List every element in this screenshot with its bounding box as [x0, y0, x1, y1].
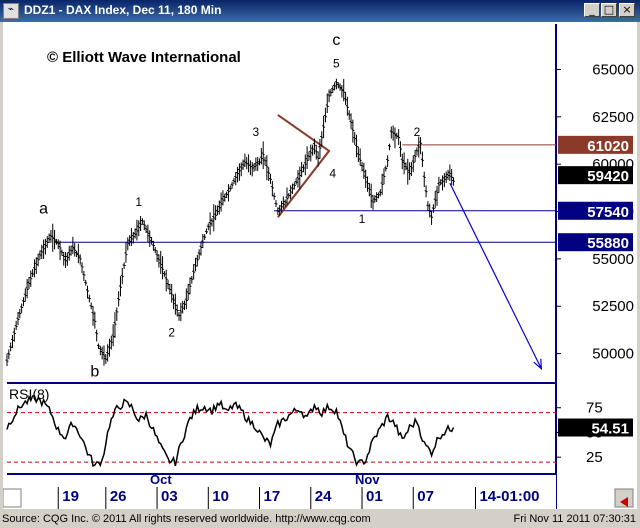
- last-price-badge: [558, 166, 633, 185]
- wave-label: b: [90, 363, 99, 380]
- wave-label: 5: [333, 57, 340, 71]
- scroll-arrow-icon: [620, 497, 628, 507]
- level-badge-label: 61020: [587, 138, 629, 155]
- wave-label: c: [332, 32, 340, 49]
- date-tick-label: 14-01:00: [479, 488, 539, 505]
- price-tick-label: 52500: [592, 298, 634, 315]
- month-label: Nov: [355, 472, 380, 487]
- date-tick-label: 24: [315, 488, 332, 505]
- chart-icon[interactable]: ⌁: [3, 3, 19, 19]
- level-badge: [558, 135, 633, 154]
- copyright-text: Source: CQG Inc. © 2011 All rights reser…: [2, 513, 371, 525]
- scroll-right-button: [614, 488, 634, 508]
- projection-arrow: [449, 182, 542, 370]
- level-badge: [558, 233, 633, 252]
- date-tick-label: 03: [161, 488, 178, 505]
- wave-label: 1: [135, 195, 142, 209]
- date-tick-label: 10: [212, 488, 229, 505]
- date-tick-label: 01: [366, 488, 383, 505]
- date-tick-label: 17: [264, 488, 281, 505]
- wave-label: 2: [168, 326, 175, 340]
- date-axis: [3, 475, 556, 509]
- wave-label: 4: [329, 166, 336, 180]
- minimize-button[interactable]: _: [584, 3, 600, 17]
- wave-label: 3: [253, 125, 260, 139]
- price-tick-label: 65000: [592, 61, 634, 78]
- wave-triangle: [277, 114, 331, 218]
- rsi-last-badge: [558, 418, 633, 437]
- price-bars: [5, 78, 456, 367]
- last-price-label: 59420: [587, 168, 629, 185]
- month-label: Oct: [150, 472, 172, 487]
- level-badge-label: 55880: [587, 235, 629, 252]
- timestamp-text: Fri Nov 11 2011 07:30:31: [513, 513, 636, 525]
- price-tick-label: 50000: [592, 346, 634, 363]
- chart-window: © Elliott Wave International 65000 62500 60…: [3, 22, 637, 509]
- rsi-line: [6, 394, 455, 468]
- wave-label: 1: [359, 212, 366, 226]
- date-tick-label: 07: [417, 488, 434, 505]
- date-tick-label: 26: [110, 488, 127, 505]
- rsi-last-label: 54.51: [591, 421, 629, 438]
- wave-label: 2: [414, 125, 421, 139]
- watermark-text: © Elliott Wave International: [47, 49, 241, 66]
- rsi-label: RSI(8): [9, 386, 49, 402]
- price-tick-label: 55000: [592, 251, 634, 268]
- close-button[interactable]: ×: [619, 3, 635, 17]
- maximize-button[interactable]: □: [601, 3, 617, 17]
- window-title-bar: ⌁ DDZ1 - DAX Index, Dec 11, 180 Min _ □ …: [0, 0, 640, 22]
- window-title: DDZ1 - DAX Index, Dec 11, 180 Min: [24, 3, 222, 17]
- status-bar: Source: CQG Inc. © 2011 All rights reser…: [0, 510, 640, 528]
- projection-arrowhead: [533, 358, 543, 371]
- level-badge-label: 57540: [587, 204, 629, 221]
- dax-price-chart: © Elliott Wave International650006250060…: [3, 24, 634, 509]
- scroll-left-slot: [3, 488, 22, 508]
- rsi-tick-label: 25: [586, 449, 603, 466]
- date-tick-label: 19: [62, 488, 79, 505]
- rsi-tick-label: 75: [586, 400, 603, 417]
- wave-label: a: [39, 200, 48, 217]
- level-badge: [558, 201, 633, 220]
- price-tick-label: 62500: [592, 109, 634, 126]
